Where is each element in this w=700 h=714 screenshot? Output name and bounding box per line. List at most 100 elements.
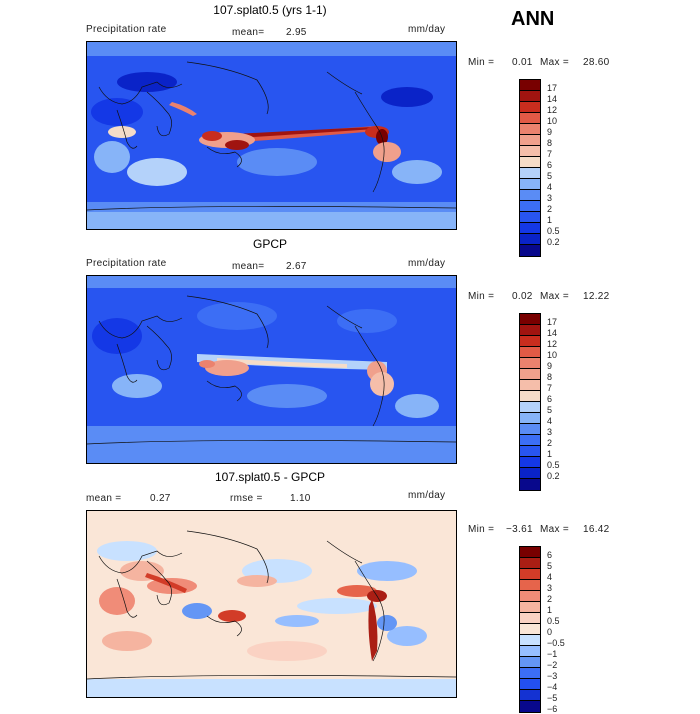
colorbar-swatch — [520, 234, 540, 245]
season-label: ANN — [511, 8, 555, 30]
colorbar-swatch — [520, 613, 540, 624]
colorbar-level-label: 17 — [547, 83, 558, 93]
colorbar-swatch — [520, 624, 540, 635]
panel2-max-label: Max = — [540, 291, 570, 302]
colorbar-level-label: 1 — [547, 215, 553, 225]
colorbar-swatch — [520, 91, 540, 102]
colorbar-swatch — [520, 558, 540, 569]
panel2-variable-label: Precipitation rate — [86, 258, 167, 269]
colorbar-level-label: 7 — [547, 149, 553, 159]
panel1-colorbar-labels: 17 14 12 10 9 8 7 6 5 4 3 2 1 0.5 0.2 — [547, 83, 587, 247]
colorbar-level-label: 0.5 — [547, 616, 560, 626]
panel2-colorbar — [519, 313, 541, 491]
colorbar-level-label: −1 — [547, 649, 558, 659]
colorbar-level-label: 5 — [547, 561, 553, 571]
panel2-title: GPCP — [252, 237, 287, 251]
colorbar-level-label: 1 — [547, 605, 553, 615]
colorbar-swatch — [520, 391, 540, 402]
panel1-min-value: 0.01 — [512, 57, 533, 68]
colorbar-swatch — [520, 701, 540, 712]
colorbar-level-label: −4 — [547, 682, 558, 692]
colorbar-level-label: −3 — [547, 671, 558, 681]
colorbar-level-label: 9 — [547, 361, 553, 371]
colorbar-level-label: 4 — [547, 572, 553, 582]
colorbar-swatch — [520, 245, 540, 256]
panel3-max-value: 16.42 — [583, 524, 610, 535]
colorbar-swatch — [520, 369, 540, 380]
colorbar-level-label: 5 — [547, 171, 553, 181]
colorbar-swatch — [520, 314, 540, 325]
panel1-variable-label: Precipitation rate — [86, 24, 167, 35]
colorbar-level-label: 6 — [547, 550, 553, 560]
colorbar-swatch — [520, 325, 540, 336]
colorbar-swatch — [520, 446, 540, 457]
panel2-max-value: 12.22 — [583, 291, 610, 302]
colorbar-level-label: 0 — [547, 627, 553, 637]
colorbar-level-label: −2 — [547, 660, 558, 670]
colorbar-level-label: 4 — [547, 182, 553, 192]
panel2-mean-value: 2.67 — [286, 261, 307, 272]
colorbar-swatch — [520, 201, 540, 212]
colorbar-level-label: 14 — [547, 94, 558, 104]
colorbar-swatch — [520, 547, 540, 558]
colorbar-swatch — [520, 602, 540, 613]
panel1-min-label: Min = — [468, 57, 495, 68]
panel3-min-value: −3.61 — [506, 524, 533, 535]
colorbar-swatch — [520, 347, 540, 358]
panel1-max-label: Max = — [540, 57, 570, 68]
panel3-map — [86, 510, 457, 698]
colorbar-level-label: 14 — [547, 328, 558, 338]
colorbar-swatch — [520, 679, 540, 690]
colorbar-level-label: 10 — [547, 116, 558, 126]
colorbar-swatch — [520, 358, 540, 369]
colorbar-swatch — [520, 591, 540, 602]
panel3-colorbar-labels: 6 5 4 3 2 1 0.5 0 −0.5 −1 −2 −3 −4 −5 −6 — [547, 550, 587, 714]
colorbar-swatch — [520, 457, 540, 468]
colorbar-swatch — [520, 102, 540, 113]
colorbar-swatch — [520, 479, 540, 490]
colorbar-swatch — [520, 580, 540, 591]
colorbar-swatch — [520, 468, 540, 479]
panel1-mean-label: mean= — [232, 27, 265, 38]
colorbar-swatch — [520, 413, 540, 424]
colorbar-level-label: 8 — [547, 138, 553, 148]
panel3-mean-label: mean = — [86, 493, 122, 504]
colorbar-level-label: 2 — [547, 204, 553, 214]
colorbar-level-label: 2 — [547, 438, 553, 448]
colorbar-swatch — [520, 80, 540, 91]
panel3-units: mm/day — [408, 490, 446, 501]
panel1-map — [86, 41, 457, 230]
panel1-max-value: 28.60 — [583, 57, 610, 68]
panel2-mean-label: mean= — [232, 261, 265, 272]
colorbar-swatch — [520, 657, 540, 668]
colorbar-swatch — [520, 146, 540, 157]
colorbar-swatch — [520, 179, 540, 190]
colorbar-swatch — [520, 223, 540, 234]
colorbar-level-label: 9 — [547, 127, 553, 137]
colorbar-swatch — [520, 380, 540, 391]
colorbar-level-label: 12 — [547, 339, 558, 349]
colorbar-level-label: 1 — [547, 449, 553, 459]
panel2-units: mm/day — [408, 258, 446, 269]
colorbar-level-label: 7 — [547, 383, 553, 393]
colorbar-swatch — [520, 168, 540, 179]
panel3-mean-value: 0.27 — [150, 493, 171, 504]
panel3-title: 107.splat0.5 - GPCP — [214, 470, 326, 484]
colorbar-swatch — [520, 435, 540, 446]
colorbar-swatch — [520, 336, 540, 347]
panel2-min-label: Min = — [468, 291, 495, 302]
panel3-max-label: Max = — [540, 524, 570, 535]
panel2-map — [86, 275, 457, 464]
panel3-colorbar — [519, 546, 541, 713]
colorbar-swatch — [520, 113, 540, 124]
colorbar-level-label: 0.2 — [547, 237, 560, 247]
colorbar-level-label: 0.5 — [547, 460, 560, 470]
colorbar-level-label: 3 — [547, 583, 553, 593]
panel3-rmse-value: 1.10 — [290, 493, 311, 504]
panel2-min-value: 0.02 — [512, 291, 533, 302]
panel3-rmse-label: rmse = — [230, 493, 263, 504]
colorbar-level-label: 4 — [547, 416, 553, 426]
panel1-units: mm/day — [408, 24, 446, 35]
colorbar-swatch — [520, 124, 540, 135]
colorbar-swatch — [520, 135, 540, 146]
